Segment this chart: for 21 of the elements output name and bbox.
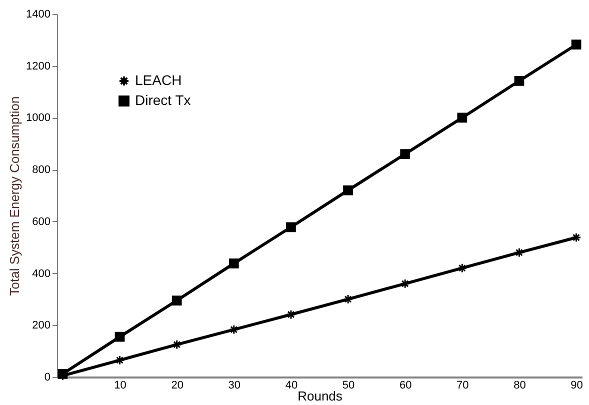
x-axis-title: Rounds (298, 388, 343, 404)
x-tick-label: 80 (514, 380, 526, 392)
x-tick-label: 90 (570, 380, 583, 392)
y-tick-label: 0 (44, 372, 50, 384)
x-tick-label: 30 (228, 380, 241, 392)
x-tick-label: 60 (399, 380, 412, 392)
x-tick-label: 50 (342, 380, 355, 392)
y-tick-label: 1000 (26, 112, 50, 124)
y-tick-label: 600 (32, 216, 50, 228)
x-tick-label: 20 (171, 380, 184, 392)
x-tick-label: 10 (114, 380, 126, 392)
y-axis-title: Total System Energy Consumption (7, 96, 22, 296)
x-tick-label: 40 (285, 380, 298, 392)
y-tick-label: 1200 (26, 60, 50, 72)
legend-label: Direct Tx (135, 92, 191, 108)
y-tick-label: 800 (32, 164, 50, 176)
x-tick-label: 70 (456, 380, 469, 392)
y-tick-label: 200 (32, 320, 50, 332)
y-tick-label: 400 (32, 268, 50, 280)
legend-label: LEACH (135, 72, 182, 88)
y-tick-label: 1400 (26, 8, 50, 20)
